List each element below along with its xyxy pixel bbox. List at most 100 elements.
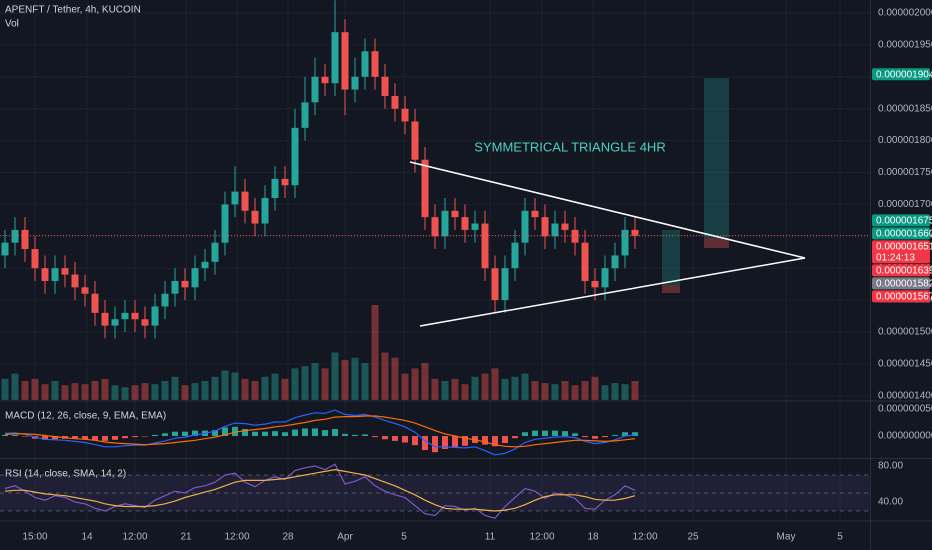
volume-bar	[261, 376, 269, 400]
macd-histogram-bar	[442, 436, 448, 449]
x-tick-label: 12:00	[529, 532, 554, 543]
macd-histogram-bar	[552, 430, 558, 437]
macd-histogram-bar	[412, 436, 418, 446]
macd-histogram-bar	[252, 431, 258, 437]
candle-body	[71, 274, 79, 288]
candle-body	[341, 32, 349, 90]
candle-body	[281, 178, 289, 186]
candle-body	[451, 210, 459, 218]
macd-histogram-bar	[122, 436, 128, 439]
macd-title: MACD (12, 26, close, 9, EMA, EMA)	[5, 411, 166, 422]
short-target-box	[662, 230, 680, 285]
macd-histogram-bar	[12, 434, 18, 437]
candle-body	[91, 293, 99, 313]
volume-bar	[281, 378, 289, 400]
price-tag	[872, 240, 930, 264]
macd-histogram-bar	[392, 436, 398, 441]
volume-bar	[151, 384, 159, 400]
macd-histogram-bar	[282, 432, 288, 437]
macd-histogram-bar	[272, 431, 278, 437]
short-stop-box	[662, 285, 680, 293]
volume-bar	[191, 383, 199, 400]
annotation: SYMMETRICAL TRIANGLE 4HR	[474, 139, 665, 154]
volume-bar	[121, 387, 129, 400]
volume-bar	[451, 378, 459, 400]
triangle-lower	[419, 257, 806, 327]
macd-tick-label: 0.000000000	[878, 431, 932, 442]
x-tick-label: 12:00	[122, 532, 147, 543]
macd-histogram-bar	[492, 436, 498, 447]
candle-body	[181, 280, 189, 288]
price-tag	[872, 277, 930, 290]
candle-body	[51, 268, 59, 281]
macd-histogram-bar	[562, 431, 568, 437]
macd-histogram-bar	[602, 436, 608, 438]
x-tick-label: 15:00	[22, 532, 47, 543]
price-tag	[872, 264, 930, 277]
candle-body	[141, 319, 149, 326]
volume-bar	[181, 385, 189, 400]
volume-bar	[301, 366, 309, 400]
volume-bar	[61, 385, 69, 400]
volume-bar	[601, 385, 609, 400]
candle-body	[241, 191, 249, 211]
rsi-ma-line	[4, 468, 636, 512]
candle-body	[541, 217, 549, 237]
price-tag-label: 0.000001675	[876, 215, 932, 226]
macd-histogram-bar	[142, 436, 148, 437]
volume-bar	[421, 363, 429, 400]
candle-body	[171, 280, 179, 294]
macd-histogram-bar	[592, 436, 598, 439]
volume-bar	[321, 368, 329, 400]
candle-body	[561, 223, 569, 230]
volume-bar	[551, 384, 559, 400]
macd-histogram-bar	[302, 428, 308, 437]
macd-histogram-bar	[572, 433, 578, 437]
candle-body	[21, 229, 29, 250]
volume-bar	[41, 384, 49, 400]
price-tag-label: 0.000001639	[876, 265, 932, 276]
candle-body	[321, 76, 329, 84]
macd-histogram-bar	[502, 436, 508, 444]
price-tag-label: 0.000001651	[876, 241, 932, 252]
candle-body	[41, 268, 49, 281]
x-tick-label: 14	[81, 532, 93, 543]
rsi-line	[4, 463, 636, 519]
macd-histogram-bar	[312, 428, 318, 437]
candle-body	[211, 242, 219, 262]
y-tick-label: 0.000001800	[878, 135, 932, 146]
macd-histogram-bar	[172, 431, 178, 437]
candle-body	[191, 268, 199, 288]
candle-body	[371, 51, 379, 77]
x-tick-label: 25	[687, 532, 699, 543]
macd-histogram-bar	[452, 436, 458, 448]
macd-histogram-bar	[22, 436, 28, 437]
x-tick-label: 11	[485, 532, 496, 543]
drawings: SYMMETRICAL TRIANGLE 4HR	[409, 78, 806, 327]
candle-body	[291, 127, 299, 186]
rsi-title: RSI (14, close, SMA, 14, 2)	[5, 469, 126, 480]
macd-histogram-bar	[382, 436, 388, 440]
x-tick-label: 18	[587, 532, 599, 543]
macd-histogram-bar	[192, 430, 198, 437]
price-tag	[872, 290, 930, 303]
macd-tick-label: 0.000000050	[878, 404, 932, 415]
volume-bar	[251, 381, 259, 400]
volume-bar	[411, 368, 419, 400]
candle-body	[411, 121, 419, 160]
volume-bar	[511, 376, 519, 400]
price-tag-label: 0.000001567	[876, 291, 932, 302]
volume-bar	[271, 373, 279, 400]
volume-bar	[471, 376, 479, 400]
volume-bar	[571, 385, 579, 400]
candle-body	[461, 217, 469, 230]
plot	[0, 0, 870, 519]
candle-body	[1, 242, 9, 256]
macd-histogram-bar	[522, 432, 528, 437]
candle-body	[401, 108, 409, 122]
macd-histogram-bar	[232, 426, 238, 437]
candle-body	[431, 217, 439, 237]
price-tag	[872, 68, 930, 81]
volume-bar	[501, 378, 509, 400]
macd-histogram-bar	[162, 433, 168, 437]
